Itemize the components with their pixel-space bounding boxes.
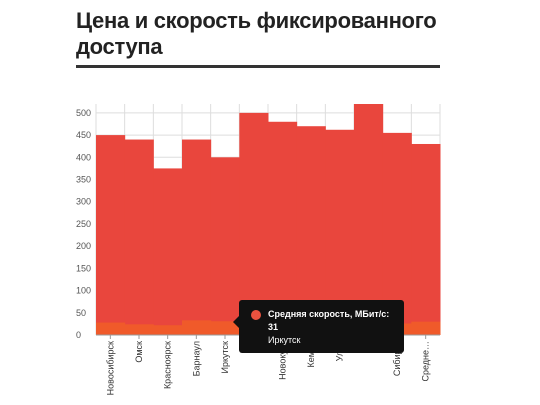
bar-price[interactable] (268, 121, 298, 336)
title-rule (76, 65, 440, 68)
y-tick-label: 400 (76, 152, 91, 162)
bar-speed[interactable] (411, 321, 441, 335)
y-tick-label: 200 (76, 241, 91, 251)
bar-price[interactable] (411, 143, 441, 335)
bar-speed[interactable] (153, 325, 183, 335)
x-tick-label: Иркутск (220, 341, 230, 374)
x-tick-label: Сибирск (392, 341, 402, 376)
y-tick-label: 300 (76, 197, 91, 207)
x-tick-label: Новосибирск (105, 341, 115, 395)
x-tick-label: Новокузн (277, 341, 287, 380)
series-color-dot (251, 310, 261, 320)
x-tick-label: Кемер (306, 341, 316, 367)
chart-title: Цена и скорость фиксированного доступа (76, 8, 437, 59)
x-tick-label: Средне… (421, 341, 431, 382)
y-tick-label: 150 (76, 263, 91, 273)
y-tick-label: 100 (76, 286, 91, 296)
tooltip-series-label: Средняя скорость, МБит/с: (268, 309, 390, 319)
bar-speed[interactable] (96, 322, 126, 335)
bar-price[interactable] (239, 112, 269, 335)
x-tick-label: Омск (134, 341, 144, 363)
bar-price[interactable] (354, 104, 384, 335)
bar-speed[interactable] (210, 321, 240, 335)
y-tick-label: 350 (76, 175, 91, 185)
y-tick-label: 0 (76, 330, 81, 340)
bar-price[interactable] (210, 157, 240, 335)
y-tick-label: 500 (76, 108, 91, 118)
chart-tooltip: Средняя скорость, МБит/с: 31 Иркутск (233, 300, 404, 353)
x-tick-label: Красноярск (163, 341, 173, 389)
tooltip-pointer (233, 316, 239, 328)
y-axis: 0 50 100 150 200 250 300 350 400 450 500 (76, 108, 91, 340)
bar-speed[interactable] (124, 324, 154, 335)
bar-price[interactable] (96, 135, 126, 335)
y-tick-label: 50 (76, 308, 86, 318)
tooltip-category: Иркутск (268, 335, 301, 345)
tooltip-value: 31 (268, 322, 279, 332)
bar-price[interactable] (124, 139, 154, 335)
x-tick-label: Барнаул (191, 341, 201, 376)
y-tick-label: 450 (76, 130, 91, 140)
bar-price[interactable] (153, 168, 183, 335)
bar-speed[interactable] (182, 320, 212, 335)
y-tick-label: 250 (76, 219, 91, 229)
bar-price[interactable] (182, 139, 212, 335)
